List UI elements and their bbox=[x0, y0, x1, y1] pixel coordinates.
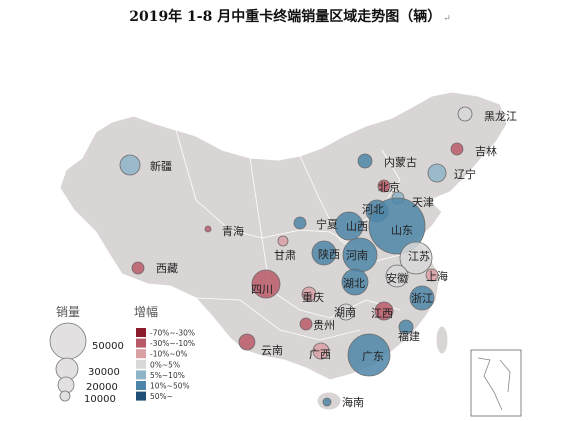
province-bubble bbox=[119, 154, 141, 176]
province-label: 河南 bbox=[346, 249, 368, 262]
return-mark-icon: ↵ bbox=[443, 14, 451, 24]
province-label: 辽宁 bbox=[454, 167, 476, 181]
province-label: 山西 bbox=[346, 220, 368, 233]
province-label: 江苏 bbox=[408, 250, 430, 263]
legend-growth-swatch bbox=[136, 328, 146, 337]
province-label: 西藏 bbox=[156, 262, 178, 275]
province-bubble bbox=[337, 303, 355, 321]
legend-size-label: 50000 bbox=[92, 341, 124, 352]
legend-growth-label: -70%~-30% bbox=[150, 329, 195, 338]
province-label: 上海 bbox=[426, 269, 448, 283]
legend-growth-label: 5%~10% bbox=[150, 371, 185, 380]
province-label: 北京 bbox=[378, 180, 400, 194]
province-label: 黑龙江 bbox=[484, 110, 517, 123]
province-bubble bbox=[204, 225, 212, 233]
taiwan-island-shape bbox=[435, 325, 449, 355]
legend-growth-swatch bbox=[136, 370, 146, 380]
province-bubble bbox=[374, 301, 394, 321]
province-label: 广西 bbox=[309, 348, 331, 361]
south-china-sea-inset bbox=[470, 349, 522, 417]
province-label: 湖北 bbox=[343, 277, 365, 290]
province-label: 云南 bbox=[261, 344, 283, 357]
province-bubble bbox=[311, 240, 337, 266]
legend-size-title: 销量 bbox=[56, 305, 80, 319]
province-bubble bbox=[450, 142, 464, 156]
province-label: 陕西 bbox=[318, 247, 340, 261]
province-label: 山东 bbox=[391, 224, 413, 237]
legend-size-circle bbox=[59, 390, 71, 402]
province-bubble bbox=[398, 319, 414, 335]
legend-growth-label: -30%~-10% bbox=[150, 339, 195, 348]
province-bubble bbox=[357, 153, 373, 169]
legend-growth-group: -70%~-30%-30%~-10% -10%~0%0%~5% 5%~10% 10%~… bbox=[136, 328, 195, 401]
legend-growth-title: 增幅 bbox=[134, 304, 158, 319]
title-text: 2019年 1-8 月中重卡终端销量区域走势图（辆） bbox=[129, 9, 442, 25]
legend-growth-label: -10%~0% bbox=[150, 350, 188, 359]
province-bubble bbox=[293, 216, 307, 230]
legend-size-label: 20000 bbox=[86, 382, 118, 393]
province-label: 四川 bbox=[251, 283, 273, 296]
province-bubble bbox=[427, 163, 447, 183]
province-bubble bbox=[457, 106, 473, 122]
province-label: 甘肃 bbox=[274, 249, 296, 262]
province-label: 青海 bbox=[222, 224, 244, 238]
province-bubble bbox=[299, 317, 313, 331]
province-bubble bbox=[368, 197, 426, 255]
province-label: 湖南 bbox=[334, 306, 356, 319]
province-borders bbox=[175, 129, 421, 341]
province-bubble bbox=[347, 333, 391, 377]
province-bubble bbox=[251, 269, 281, 299]
legend-growth-label: 50%~ bbox=[150, 392, 173, 401]
legend-size-circle bbox=[49, 322, 87, 360]
province-label: 天津 bbox=[412, 196, 434, 209]
province-label: 贵州 bbox=[313, 319, 335, 332]
legend-size-label: 30000 bbox=[88, 367, 120, 378]
province-bubble bbox=[238, 333, 256, 351]
bubble-layer bbox=[119, 106, 473, 407]
province-bubble bbox=[312, 342, 330, 360]
map-title: 2019年 1-8 月中重卡终端销量区域走势图（辆） ↵ bbox=[0, 6, 580, 26]
province-bubble bbox=[409, 285, 435, 311]
province-bubble bbox=[385, 264, 409, 288]
province-bubble bbox=[399, 241, 433, 275]
province-label: 安徽 bbox=[386, 271, 408, 285]
province-bubble bbox=[377, 179, 391, 193]
province-label: 海南 bbox=[342, 395, 364, 409]
legend-growth-swatch bbox=[136, 359, 146, 369]
province-bubble bbox=[131, 261, 145, 275]
province-bubble bbox=[277, 235, 289, 247]
province-label: 新疆 bbox=[150, 159, 172, 173]
province-bubble bbox=[322, 397, 332, 407]
province-label: 浙江 bbox=[411, 292, 433, 305]
legend-growth-label: 0%~5% bbox=[150, 360, 180, 369]
south-china-sea-islands bbox=[477, 357, 511, 411]
legend-size-label: 10000 bbox=[84, 394, 116, 405]
province-bubble bbox=[425, 268, 439, 282]
legend-growth-swatch bbox=[136, 381, 146, 390]
legend-growth-label: 10%~50% bbox=[150, 382, 190, 391]
province-label: 宁夏 bbox=[316, 217, 338, 231]
province-label: 福建 bbox=[398, 329, 420, 343]
province-label: 广东 bbox=[362, 350, 384, 363]
province-label: 江西 bbox=[371, 307, 393, 320]
legend-growth-swatch bbox=[136, 349, 146, 359]
province-label: 河北 bbox=[362, 203, 384, 216]
province-label: 重庆 bbox=[302, 290, 324, 304]
legend-growth-swatch bbox=[136, 338, 146, 348]
province-label: 内蒙古 bbox=[384, 155, 417, 169]
province-label: 吉林 bbox=[475, 144, 497, 158]
province-bubble bbox=[334, 211, 364, 241]
legend-size-circle bbox=[57, 376, 75, 394]
province-bubble bbox=[301, 286, 317, 302]
legend-growth-swatch bbox=[136, 391, 146, 401]
province-bubble bbox=[341, 268, 369, 296]
